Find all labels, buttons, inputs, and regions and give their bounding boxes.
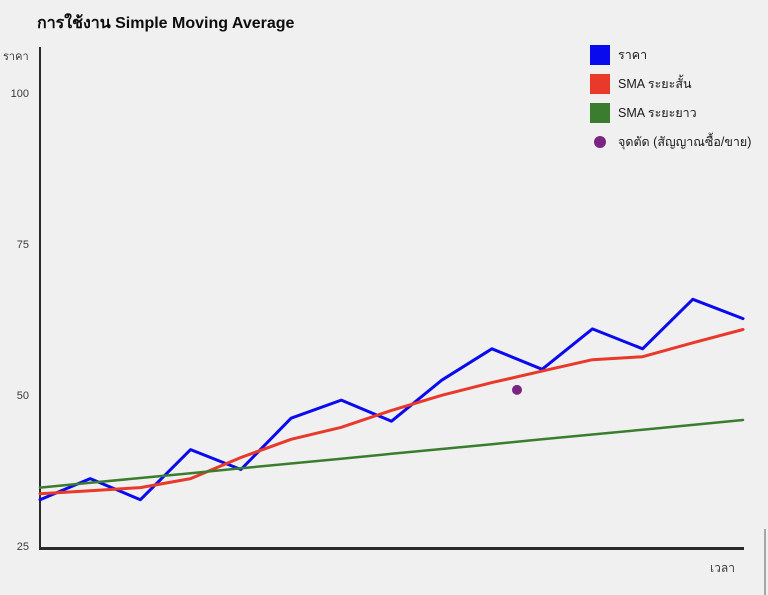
legend-item-price: ราคา — [590, 45, 751, 65]
y-tick-label: 25 — [16, 541, 29, 553]
legend-item-sma-short: SMA ระยะสั้น — [590, 74, 751, 94]
y-tick-label: 75 — [16, 239, 29, 252]
legend-label: ราคา — [618, 48, 648, 62]
y-axis-label: ราคา — [3, 51, 29, 63]
price-series-swatch-icon — [590, 45, 610, 65]
plot-area — [38, 297, 745, 502]
x-axis-spine — [39, 547, 744, 550]
y-tick-label: 50 — [16, 390, 29, 403]
legend: ราคา SMA ระยะสั้น SMA ระยะยาว จุดตัด (สั… — [590, 45, 751, 161]
x-axis-label: เวลา — [710, 561, 735, 575]
legend-item-crossover: จุดตัด (สัญญาณซื้อ/ขาย) — [590, 132, 751, 152]
sma-long-series-swatch-icon — [590, 103, 610, 123]
series-line-2 — [38, 418, 745, 489]
legend-label: จุดตัด (สัญญาณซื้อ/ขาย) — [618, 135, 752, 149]
window-edge — [764, 529, 766, 595]
sma-short-series-swatch-icon — [590, 74, 610, 94]
chart-title: การใช้งาน Simple Moving Average — [37, 15, 295, 32]
legend-item-sma-long: SMA ระยะยาว — [590, 103, 751, 123]
legend-label: SMA ระยะสั้น — [618, 77, 692, 91]
legend-label: SMA ระยะยาว — [618, 106, 697, 120]
series-line-0 — [38, 297, 745, 502]
crossover-marker-icon — [594, 136, 606, 148]
crossover-point — [512, 384, 522, 395]
y-axis-spine — [39, 47, 41, 550]
series-line-1 — [38, 328, 745, 496]
y-tick-label: 100 — [10, 88, 29, 101]
